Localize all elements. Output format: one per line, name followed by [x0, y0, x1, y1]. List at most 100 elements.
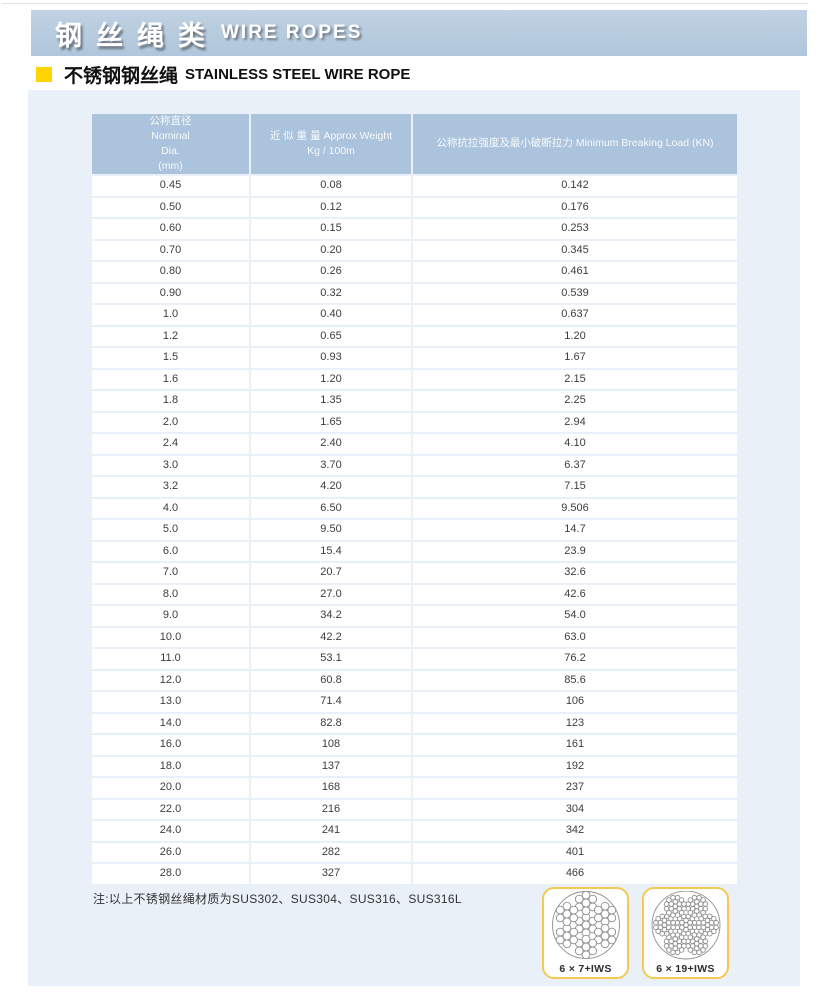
table-row: 1.5 0.93 1.67 [92, 348, 737, 368]
table-cell: 137 [251, 756, 411, 776]
table-cell: 4.0 [92, 498, 249, 518]
table-cell: 0.60 [92, 219, 249, 239]
table-cell: 6.0 [92, 541, 249, 561]
page-title-zh: 钢丝绳类 [55, 20, 219, 51]
table-cell: 0.70 [92, 240, 249, 260]
table-row: 0.60 0.15 0.253 [92, 219, 737, 239]
table-cell: 85.6 [413, 670, 737, 690]
table-cell: 12.0 [92, 670, 249, 690]
table-cell: 1.35 [251, 391, 411, 411]
table-cell: 27.0 [251, 584, 411, 604]
table-row: 16.0 108 161 [92, 735, 737, 755]
table-cell: 15.4 [251, 541, 411, 561]
table-cell: 0.93 [251, 348, 411, 368]
table-cell: 26.0 [92, 842, 249, 862]
table-row: 2.0 1.65 2.94 [92, 412, 737, 432]
table-row: 9.0 34.2 54.0 [92, 606, 737, 626]
table-cell: 9.506 [413, 498, 737, 518]
table-cell: 168 [251, 778, 411, 798]
table-cell: 3.70 [251, 455, 411, 475]
table-cell: 327 [251, 864, 411, 884]
table-cell: 282 [251, 842, 411, 862]
table-cell: 24.0 [92, 821, 249, 841]
table-cell: 108 [251, 735, 411, 755]
spec-table: 公称直径 Nominal Dia. (mm) 近 似 重 量 Approx Weigh… [92, 114, 737, 886]
table-cell: 1.0 [92, 305, 249, 325]
table-row: 12.0 60.8 85.6 [92, 670, 737, 690]
table-cell: 2.0 [92, 412, 249, 432]
table-cell: 241 [251, 821, 411, 841]
table-cell: 3.2 [92, 477, 249, 497]
table-row: 1.6 1.20 2.15 [92, 369, 737, 389]
page-title-en: WIRE ROPES [221, 22, 363, 43]
table-cell: 4.20 [251, 477, 411, 497]
table-cell: 0.90 [92, 283, 249, 303]
table-row: 5.0 9.50 14.7 [92, 520, 737, 540]
table-cell: 0.08 [251, 176, 411, 196]
table-row: 22.0 216 304 [92, 799, 737, 819]
rope-cross-section-6x7-icon [551, 891, 620, 960]
table-row: 6.0 15.4 23.9 [92, 541, 737, 561]
rope-cross-section-6x19-icon [651, 891, 720, 960]
table-row: 0.70 0.20 0.345 [92, 240, 737, 260]
table-cell: 1.67 [413, 348, 737, 368]
rope-diagram-card-6x7: 6 × 7+IWS [542, 887, 629, 979]
table-cell: 0.45 [92, 176, 249, 196]
table-cell: 2.25 [413, 391, 737, 411]
table-cell: 0.637 [413, 305, 737, 325]
table-cell: 42.6 [413, 584, 737, 604]
table-cell: 0.40 [251, 305, 411, 325]
table-cell: 304 [413, 799, 737, 819]
table-cell: 7.15 [413, 477, 737, 497]
table-cell: 2.15 [413, 369, 737, 389]
section-title-zh: 不锈钢钢丝绳 [64, 65, 179, 87]
table-cell: 0.461 [413, 262, 737, 282]
table-cell: 14.0 [92, 713, 249, 733]
table-cell: 216 [251, 799, 411, 819]
table-cell: 1.65 [251, 412, 411, 432]
page-header-banner: 钢丝绳类 WIRE ROPES [31, 10, 807, 56]
table-cell: 4.10 [413, 434, 737, 454]
table-cell: 54.0 [413, 606, 737, 626]
table-row: 3.0 3.70 6.37 [92, 455, 737, 475]
table-cell: 18.0 [92, 756, 249, 776]
table-cell: 1.6 [92, 369, 249, 389]
table-row: 10.0 42.2 63.0 [92, 627, 737, 647]
table-cell: 1.2 [92, 326, 249, 346]
table-cell: 6.50 [251, 498, 411, 518]
table-cell: 0.15 [251, 219, 411, 239]
table-cell: 1.8 [92, 391, 249, 411]
table-cell: 0.26 [251, 262, 411, 282]
table-cell: 6.37 [413, 455, 737, 475]
yellow-bullet-icon [36, 66, 52, 82]
table-row: 28.0 327 466 [92, 864, 737, 884]
material-note: 注:以上不锈钢丝绳材质为SUS302、SUS304、SUS316、SUS316L [93, 892, 462, 906]
table-cell: 20.7 [251, 563, 411, 583]
table-cell: 82.8 [251, 713, 411, 733]
table-row: 2.4 2.40 4.10 [92, 434, 737, 454]
table-cell: 7.0 [92, 563, 249, 583]
table-cell: 342 [413, 821, 737, 841]
table-cell: 13.0 [92, 692, 249, 712]
table-row: 3.2 4.20 7.15 [92, 477, 737, 497]
table-cell: 0.32 [251, 283, 411, 303]
table-row: 0.90 0.32 0.539 [92, 283, 737, 303]
table-cell: 5.0 [92, 520, 249, 540]
rope-card-label: 6 × 7+IWS [559, 963, 612, 975]
table-row: 26.0 282 401 [92, 842, 737, 862]
table-cell: 76.2 [413, 649, 737, 669]
table-cell: 20.0 [92, 778, 249, 798]
table-cell: 0.20 [251, 240, 411, 260]
table-header-row: 公称直径 Nominal Dia. (mm) 近 似 重 量 Approx Weigh… [92, 114, 737, 174]
table-row: 0.50 0.12 0.176 [92, 197, 737, 217]
table-cell: 0.65 [251, 326, 411, 346]
table-row: 7.0 20.7 32.6 [92, 563, 737, 583]
table-row: 1.8 1.35 2.25 [92, 391, 737, 411]
table-row: 1.2 0.65 1.20 [92, 326, 737, 346]
table-cell: 3.0 [92, 455, 249, 475]
page-top-divider [2, 3, 808, 4]
table-cell: 10.0 [92, 627, 249, 647]
table-cell: 192 [413, 756, 737, 776]
table-row: 8.0 27.0 42.6 [92, 584, 737, 604]
